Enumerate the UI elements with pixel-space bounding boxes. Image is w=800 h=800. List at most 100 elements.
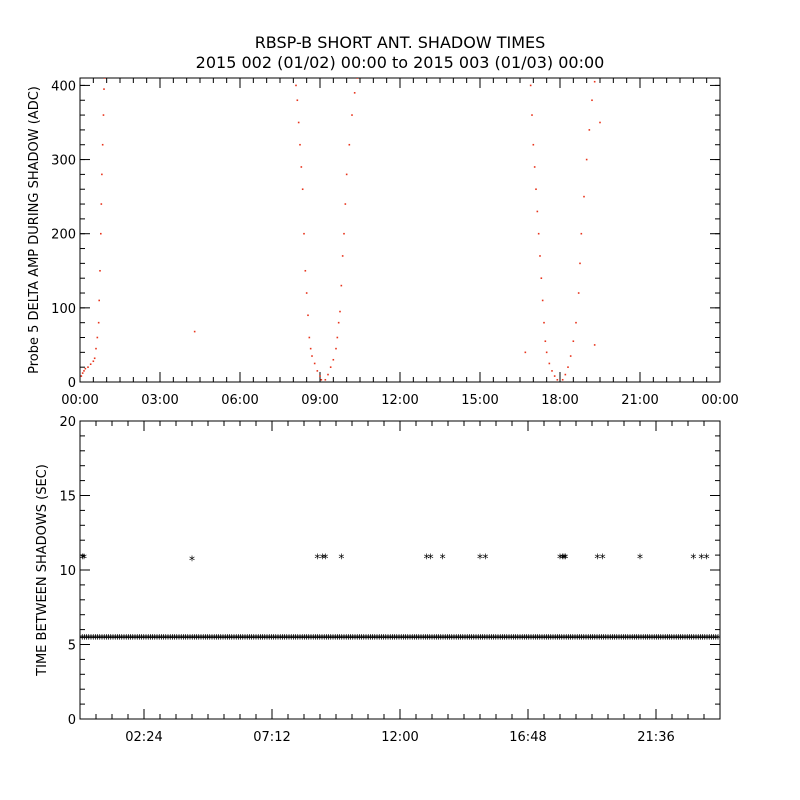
baseline-point: * — [700, 632, 706, 646]
baseline-point: * — [686, 632, 692, 646]
baseline-point: * — [136, 632, 142, 646]
baseline-point: * — [629, 632, 635, 646]
data-point — [356, 78, 359, 79]
baseline-point: * — [565, 632, 571, 646]
baseline-point: * — [130, 632, 136, 646]
baseline-point: * — [592, 632, 598, 646]
baseline-point: * — [277, 632, 283, 646]
baseline-point: * — [477, 632, 483, 646]
baseline-point: * — [139, 632, 145, 646]
data-point: * — [557, 551, 563, 565]
baseline-point: * — [422, 632, 428, 646]
baseline-point: * — [242, 632, 248, 646]
baseline-point: * — [612, 632, 618, 646]
baseline-point: * — [642, 632, 648, 646]
chart-subtitle: 2015 002 (01/02) 00:00 to 2015 003 (01/0… — [195, 53, 605, 72]
baseline-point: * — [233, 632, 239, 646]
baseline-point: * — [427, 632, 433, 646]
baseline-point: * — [400, 632, 406, 646]
baseline-point: * — [711, 632, 717, 646]
baseline-point: * — [165, 632, 171, 646]
baseline-point: * — [515, 632, 521, 646]
baseline-point: * — [541, 632, 547, 646]
baseline-point: * — [297, 632, 303, 646]
baseline-point: * — [260, 632, 266, 646]
baseline-point: * — [568, 632, 574, 646]
baseline-point: * — [108, 632, 114, 646]
data-point — [329, 366, 332, 368]
data-point — [327, 373, 329, 376]
plot-area: ****************************************… — [80, 551, 721, 646]
baseline-point: * — [356, 632, 362, 646]
baseline-point: * — [97, 632, 103, 646]
baseline-point: * — [365, 632, 371, 646]
baseline-point: * — [279, 632, 285, 646]
baseline-point: * — [385, 632, 391, 646]
baseline-point: * — [310, 632, 316, 646]
x-tick-label: 21:00 — [621, 393, 658, 408]
baseline-point: * — [680, 632, 686, 646]
baseline-point: * — [532, 632, 538, 646]
baseline-point: * — [216, 632, 222, 646]
baseline-point: * — [264, 632, 270, 646]
x-tick-label: 09:00 — [301, 393, 338, 408]
data-point — [572, 340, 575, 343]
data-point: * — [80, 551, 86, 565]
baseline-point: * — [684, 632, 690, 646]
baseline-point: * — [449, 632, 455, 646]
baseline-point: * — [290, 632, 296, 646]
baseline-point: * — [156, 632, 162, 646]
data-point: * — [690, 551, 696, 565]
data-point — [96, 336, 99, 339]
x-tick-label: 03:00 — [141, 393, 178, 408]
baseline-point: * — [508, 632, 514, 646]
data-point — [83, 370, 85, 372]
baseline-point: * — [598, 632, 604, 646]
baseline-point: * — [455, 632, 461, 646]
baseline-point: * — [326, 632, 332, 646]
baseline-point: * — [240, 632, 246, 646]
plot-frame — [79, 420, 721, 720]
data-point — [103, 78, 106, 79]
baseline-point: * — [183, 632, 189, 646]
baseline-point: * — [689, 632, 695, 646]
baseline-point: * — [497, 632, 503, 646]
baseline-point: * — [583, 632, 589, 646]
baseline-point: * — [394, 632, 400, 646]
data-point — [99, 269, 101, 272]
data-point — [332, 358, 335, 361]
y-tick-label: 300 — [51, 154, 76, 169]
baseline-point: * — [150, 632, 156, 646]
baseline-point: * — [660, 632, 666, 646]
baseline-point: * — [482, 632, 488, 646]
data-point — [340, 284, 343, 287]
data-point — [95, 347, 97, 350]
data-point — [297, 121, 300, 124]
baseline-point: * — [180, 632, 186, 646]
data-point — [341, 255, 344, 257]
baseline-point: * — [636, 632, 642, 646]
baseline-point: * — [81, 632, 87, 646]
baseline-point: * — [526, 632, 532, 646]
baseline-point: * — [334, 632, 340, 646]
baseline-point: * — [656, 632, 662, 646]
baseline-point: * — [229, 632, 235, 646]
baseline-point: * — [405, 632, 411, 646]
baseline-point: * — [667, 632, 673, 646]
baseline-point: * — [174, 632, 180, 646]
baseline-point: * — [521, 632, 527, 646]
y-tick-label: 5 — [68, 639, 76, 654]
baseline-point: * — [209, 632, 215, 646]
data-point — [348, 143, 351, 146]
baseline-point: * — [317, 632, 323, 646]
baseline-point: * — [158, 632, 164, 646]
data-point: * — [424, 551, 430, 565]
baseline-point: * — [715, 632, 721, 646]
data-point — [313, 362, 316, 365]
baseline-point: * — [581, 632, 587, 646]
baseline-point: * — [95, 632, 101, 646]
baseline-point: * — [363, 632, 369, 646]
baseline-point: * — [396, 632, 402, 646]
data-point — [593, 80, 596, 83]
data-point — [577, 292, 580, 294]
